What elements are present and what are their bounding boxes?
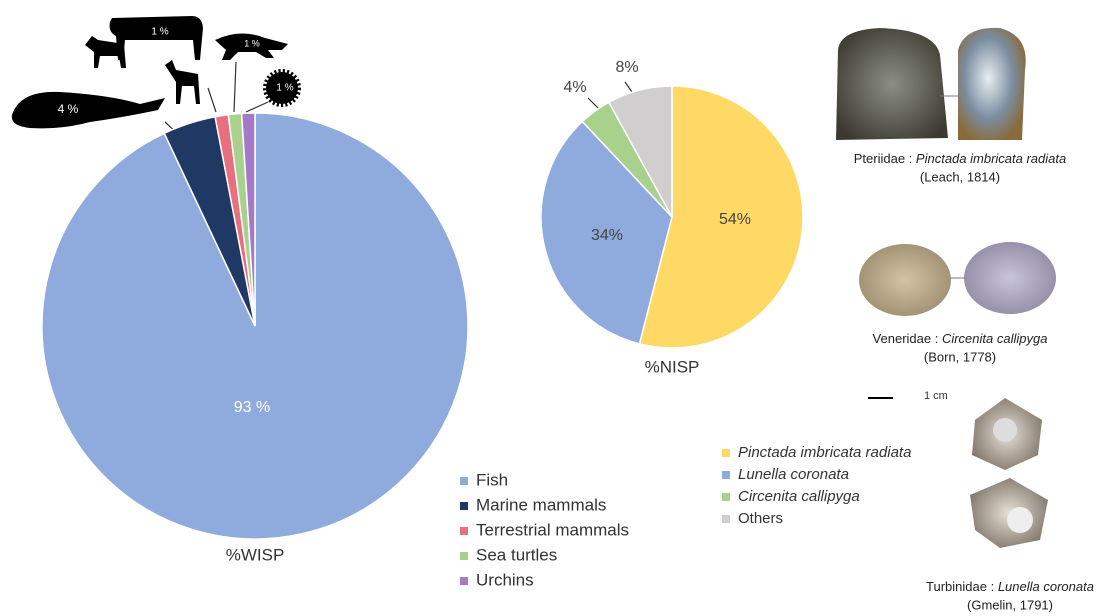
value-label: 1 % bbox=[276, 83, 293, 94]
pie-slice bbox=[540, 120, 673, 345]
chart-title: %NISP bbox=[645, 357, 700, 376]
value-label: 34% bbox=[591, 227, 623, 244]
specimen-species: Lunella coronata bbox=[998, 579, 1094, 594]
legend-label: Others bbox=[738, 510, 783, 527]
legend-swatch bbox=[722, 471, 730, 479]
legend-label: Fish bbox=[476, 470, 508, 489]
legend-swatch bbox=[460, 577, 468, 585]
value-label: 4% bbox=[563, 79, 586, 96]
legend-swatch bbox=[460, 502, 468, 510]
specimen-species: Circenita callipyga bbox=[942, 331, 1048, 346]
specimen-author: (Gmelin, 1791) bbox=[967, 597, 1053, 612]
value-label: 1 % bbox=[244, 38, 260, 48]
specimen-name: Turbinidae : Lunella coronata bbox=[926, 579, 1094, 594]
legend-label: Urchins bbox=[476, 570, 534, 589]
specimen-name: Pteriidae : Pinctada imbricata radiata bbox=[854, 151, 1066, 166]
value-label: 93 % bbox=[234, 399, 270, 416]
value-label: 54% bbox=[719, 211, 751, 228]
specimen-family: Turbinidae : bbox=[926, 579, 998, 594]
legend-swatch bbox=[722, 515, 730, 523]
pie-slice bbox=[607, 85, 673, 218]
specimen-author: (Born, 1778) bbox=[924, 349, 996, 364]
specimen-family: Veneridae : bbox=[873, 331, 942, 346]
value-label: 8% bbox=[615, 59, 638, 76]
legend-label: Terrestrial mammals bbox=[476, 520, 629, 539]
specimen-name: Veneridae : Circenita callipyga bbox=[873, 331, 1048, 346]
legend-swatch bbox=[722, 449, 730, 457]
scale-label: 1 cm bbox=[924, 390, 948, 402]
shell-images bbox=[836, 27, 1056, 548]
specimen-species: Pinctada imbricata radiata bbox=[916, 151, 1066, 166]
legend-swatch bbox=[460, 477, 468, 485]
chart-title: %WISP bbox=[226, 545, 285, 564]
legend-label: Marine mammals bbox=[476, 495, 606, 514]
pie-slice bbox=[240, 112, 256, 327]
legend-label: Sea turtles bbox=[476, 545, 557, 564]
legend-label: Lunella coronata bbox=[738, 466, 849, 483]
specimen-family: Pteriidae : bbox=[854, 151, 916, 166]
legend-swatch bbox=[722, 493, 730, 501]
pie-slice bbox=[638, 85, 804, 349]
legend-label: Circenita callipyga bbox=[738, 488, 860, 505]
legend-swatch bbox=[460, 527, 468, 535]
value-label: 1 % bbox=[151, 27, 168, 38]
value-label: 4 % bbox=[58, 102, 79, 116]
legend-swatch bbox=[460, 552, 468, 560]
legend-label: Pinctada imbricata radiata bbox=[738, 444, 911, 461]
specimen-author: (Leach, 1814) bbox=[920, 169, 1000, 184]
